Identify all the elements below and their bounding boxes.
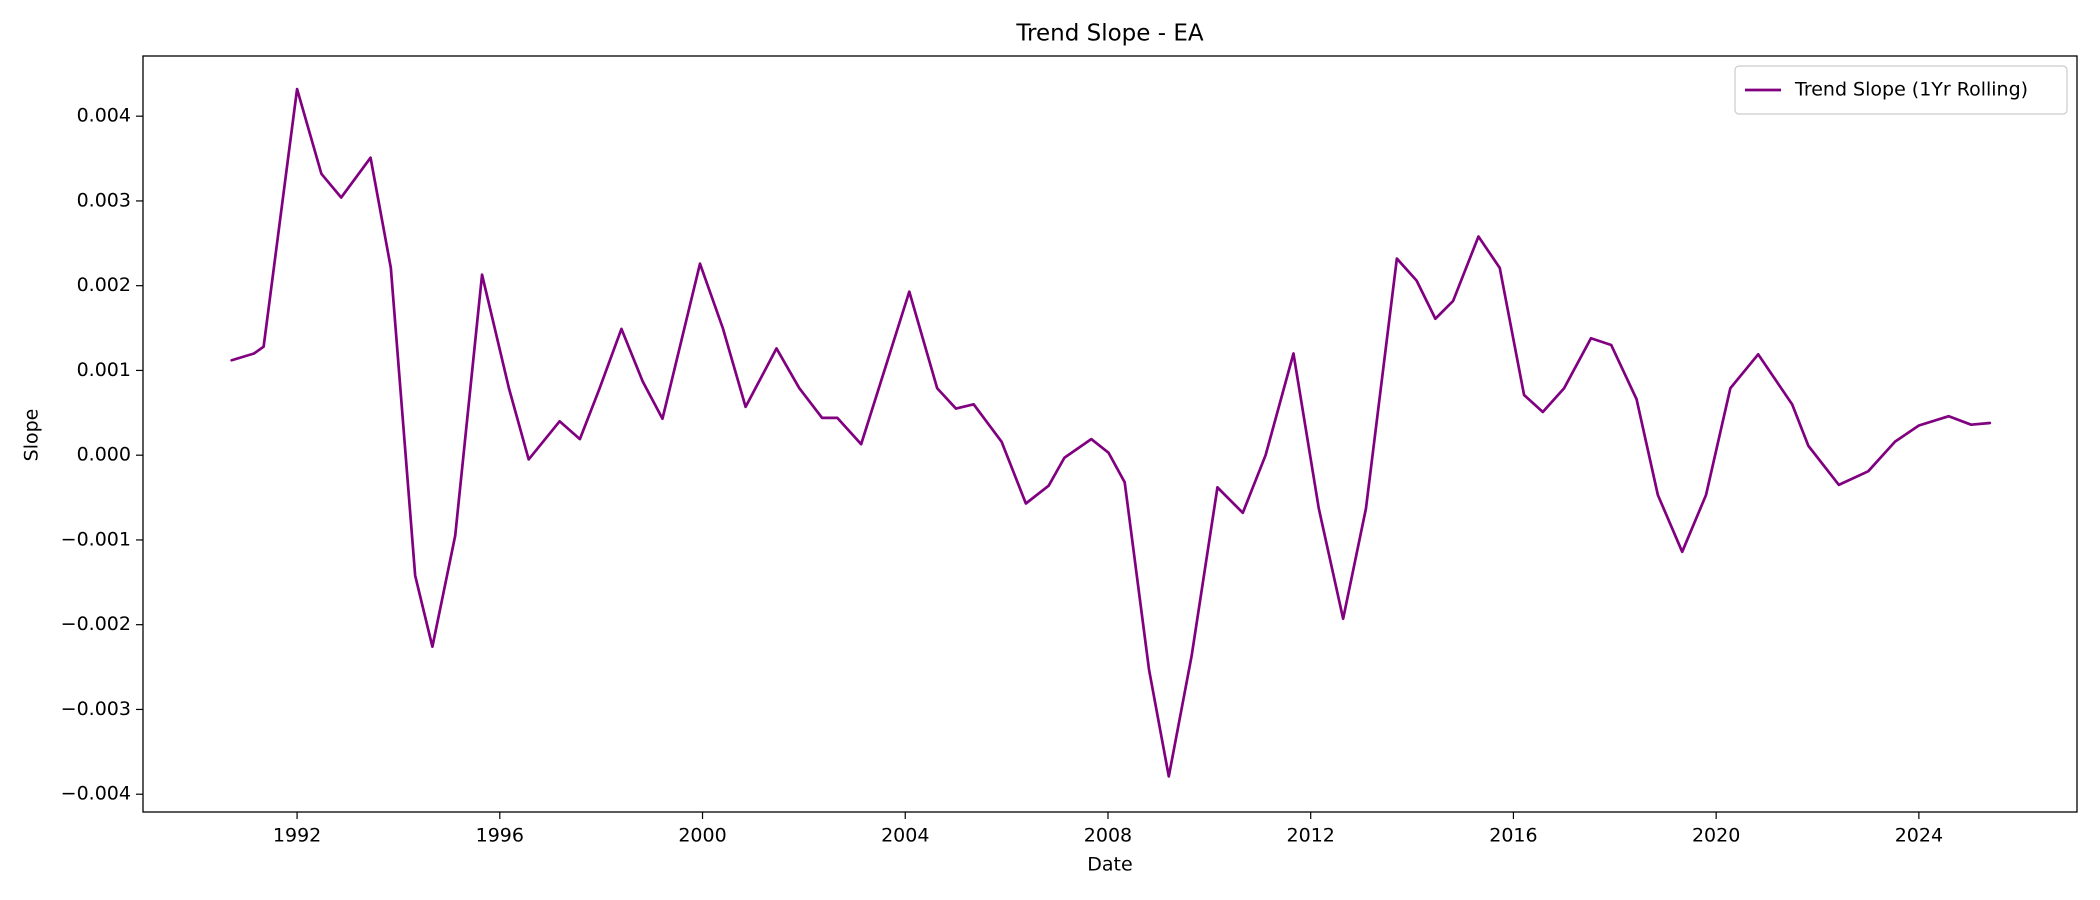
x-tick-label: 2012 (1287, 825, 1335, 847)
data-line (230, 87, 1992, 778)
x-tick-label: 2008 (1084, 825, 1132, 847)
x-tick-label: 1996 (476, 825, 524, 847)
plot-frame (142, 55, 2078, 813)
y-tick-label: 0.001 (77, 359, 131, 381)
x-tick-label: 1992 (273, 825, 321, 847)
y-tick-label: −0.002 (61, 613, 131, 635)
y-tick-label: −0.004 (61, 783, 131, 805)
x-tick-label: 2000 (678, 825, 726, 847)
chart-title: Trend Slope - EA (1015, 21, 1204, 47)
legend-box (1734, 65, 2068, 115)
x-tick-label: 2004 (881, 825, 929, 847)
y-tick-label: 0.003 (77, 189, 131, 211)
y-tick-label: −0.001 (61, 528, 131, 550)
y-tick-label: 0.000 (77, 444, 131, 466)
legend-label: Trend Slope (1Yr Rolling) (1794, 79, 2028, 101)
x-axis-label: Date (1087, 854, 1132, 876)
x-tick-label: 2024 (1895, 825, 1943, 847)
x-tick-label: 2020 (1692, 825, 1740, 847)
y-tick-label: 0.004 (77, 105, 131, 127)
y-axis-label: Slope (21, 409, 43, 462)
x-tick-label: 2016 (1489, 825, 1537, 847)
y-tick-label: 0.002 (77, 274, 131, 296)
y-tick-label: −0.003 (61, 698, 131, 720)
